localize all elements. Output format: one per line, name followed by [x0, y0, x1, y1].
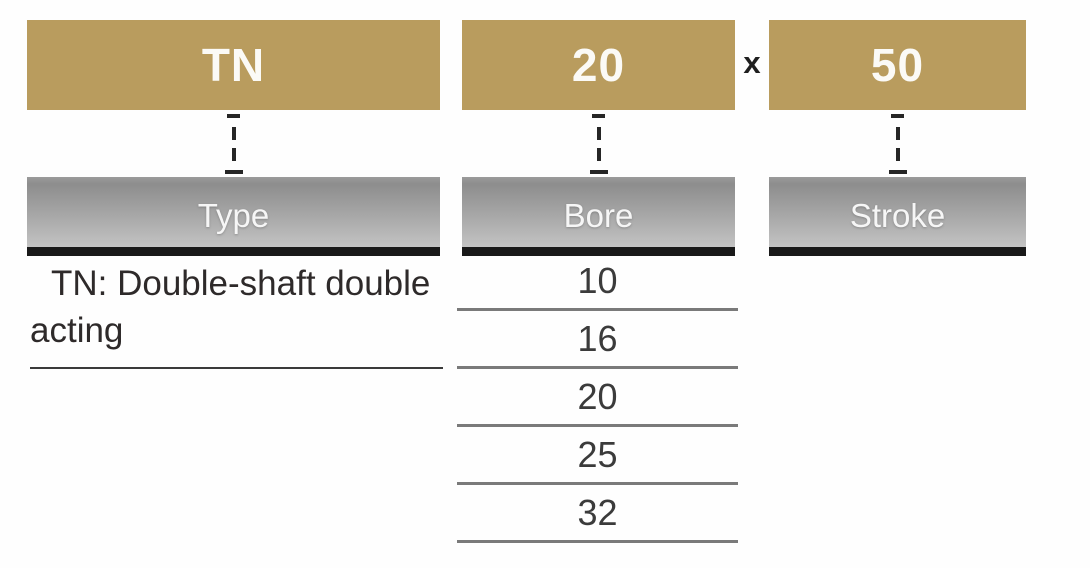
- code-value-type: TN: [201, 39, 266, 91]
- bore-size-row: 10: [457, 253, 738, 311]
- label-bar-bore: Bore: [462, 177, 735, 256]
- dash-icon: [589, 169, 608, 174]
- dash-icon: [895, 126, 900, 140]
- code-box-type: TN: [27, 20, 440, 110]
- label-bar-type: Type: [27, 177, 440, 256]
- label-bar-stroke: Stroke: [769, 177, 1026, 256]
- type-note: TN: Double-shaft double acting: [30, 260, 443, 369]
- dash-icon: [888, 169, 907, 174]
- dash-icon: [895, 148, 900, 162]
- type-note-underline: [30, 367, 443, 369]
- dash-icon: [596, 126, 601, 140]
- label-bore: Bore: [563, 197, 634, 234]
- dash-icon: [231, 126, 236, 140]
- bore-size-value: 25: [577, 433, 618, 475]
- dash-icon: [592, 114, 605, 118]
- column-stroke: 50 Stroke: [769, 0, 1026, 568]
- dashed-connector-bore: [462, 114, 735, 174]
- bore-size-value: 10: [577, 259, 618, 301]
- bore-size-row: 25: [457, 427, 738, 485]
- bore-size-row: 16: [457, 311, 738, 369]
- code-value-stroke: 50: [870, 39, 925, 91]
- bore-size-value: 16: [577, 317, 618, 359]
- multiply-separator: x: [743, 45, 761, 80]
- dash-icon: [596, 148, 601, 162]
- type-note-line2: acting: [30, 311, 124, 350]
- label-stroke: Stroke: [849, 197, 946, 234]
- dash-icon: [891, 114, 904, 118]
- dash-icon: [227, 114, 240, 118]
- code-box-stroke: 50: [769, 20, 1026, 110]
- dashed-connector-type: [27, 114, 440, 174]
- column-type: TN Type TN: Double-shaft double acting: [27, 0, 443, 568]
- bore-size-row: 32: [457, 485, 738, 543]
- column-bore: 20 Bore 10 16 20 25 32: [457, 0, 738, 568]
- bore-size-value: 32: [577, 491, 618, 533]
- label-type: Type: [197, 197, 270, 234]
- dash-icon: [224, 169, 243, 174]
- bore-size-value: 20: [577, 375, 618, 417]
- type-note-line1: TN: Double-shaft double: [51, 264, 431, 303]
- code-value-bore: 20: [571, 39, 626, 91]
- dash-icon: [231, 148, 236, 162]
- dashed-connector-stroke: [769, 114, 1026, 174]
- code-box-bore: 20: [462, 20, 735, 110]
- bore-size-list: 10 16 20 25 32: [457, 253, 738, 543]
- bore-size-row: 20: [457, 369, 738, 427]
